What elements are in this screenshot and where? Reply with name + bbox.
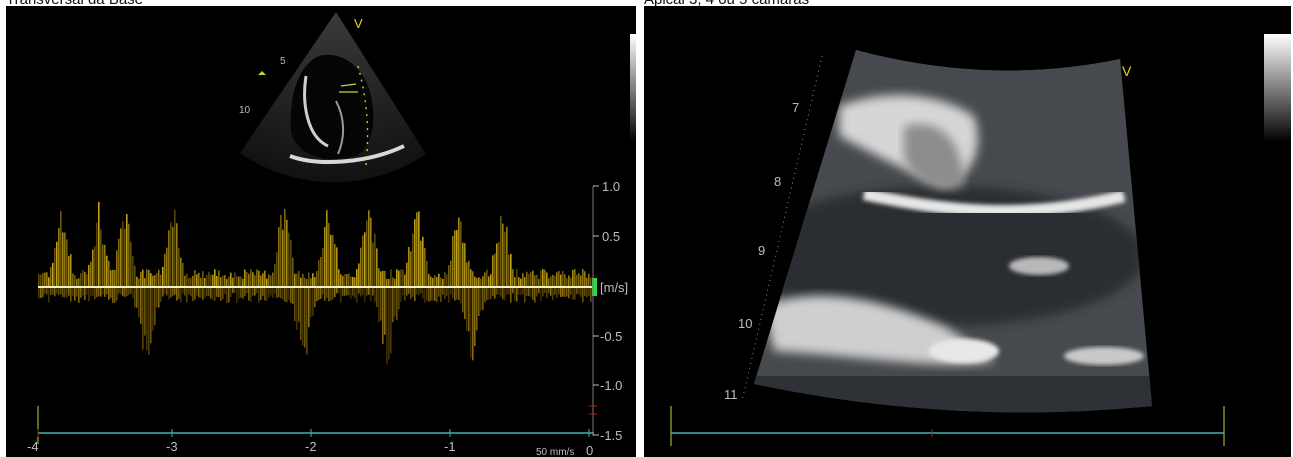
time-label-neg-3: -3 [166,439,178,454]
doppler-canvas: V 5 10 1.0 0.5 [m/s] -0.5 -1.0 -1.5 [27,12,636,457]
velocity-marker [592,278,597,296]
right-orientation-marker: V [1122,63,1132,79]
sweep-speed-label: 50 mm/s [536,447,574,457]
velocity-label-neg-0-5: -0.5 [600,329,622,344]
velocity-scale [592,185,599,436]
time-label-neg-1: -1 [444,439,456,454]
depth-scale [741,55,823,402]
sector-thumbnail [240,12,426,183]
sector-focus-marker [258,71,266,75]
depth-label-8: 8 [774,174,781,189]
time-label-0: 0 [586,443,593,457]
depth-label-10: 10 [738,316,752,331]
sector-depth-10: 10 [239,105,251,116]
velocity-label-neg-1-5: -1.5 [600,428,622,443]
grayscale-bar [630,34,636,142]
depth-label-7: 7 [792,100,799,115]
depth-label-11: 11 [724,387,738,402]
depth-label-9: 9 [758,243,765,258]
left-caption: Transversal da Base [6,0,143,8]
doppler-panel: V 5 10 1.0 0.5 [m/s] -0.5 -1.0 -1.5 [6,6,636,457]
bmode-panel: V 7 8 9 10 11 [644,6,1291,457]
velocity-unit-label: [m/s] [600,280,628,295]
time-axis [37,405,597,444]
velocity-label-0-5: 0.5 [602,229,620,244]
bmode-anatomy [754,50,1152,413]
velocity-label-1-0: 1.0 [602,179,620,194]
doppler-spectrum [38,201,592,365]
left-orientation-marker: V [354,16,363,31]
right-caption: Apical 3, 4 ou 5 câmaras [644,0,809,8]
bmode-canvas: V 7 8 9 10 11 [670,34,1291,446]
sector-depth-5: 5 [280,56,286,67]
bmode-time-line [670,406,1225,446]
time-label-neg-4: -4 [27,439,39,454]
velocity-label-neg-1-0: -1.0 [600,378,622,393]
time-label-neg-2: -2 [305,439,317,454]
right-grayscale-bar [1264,34,1291,142]
